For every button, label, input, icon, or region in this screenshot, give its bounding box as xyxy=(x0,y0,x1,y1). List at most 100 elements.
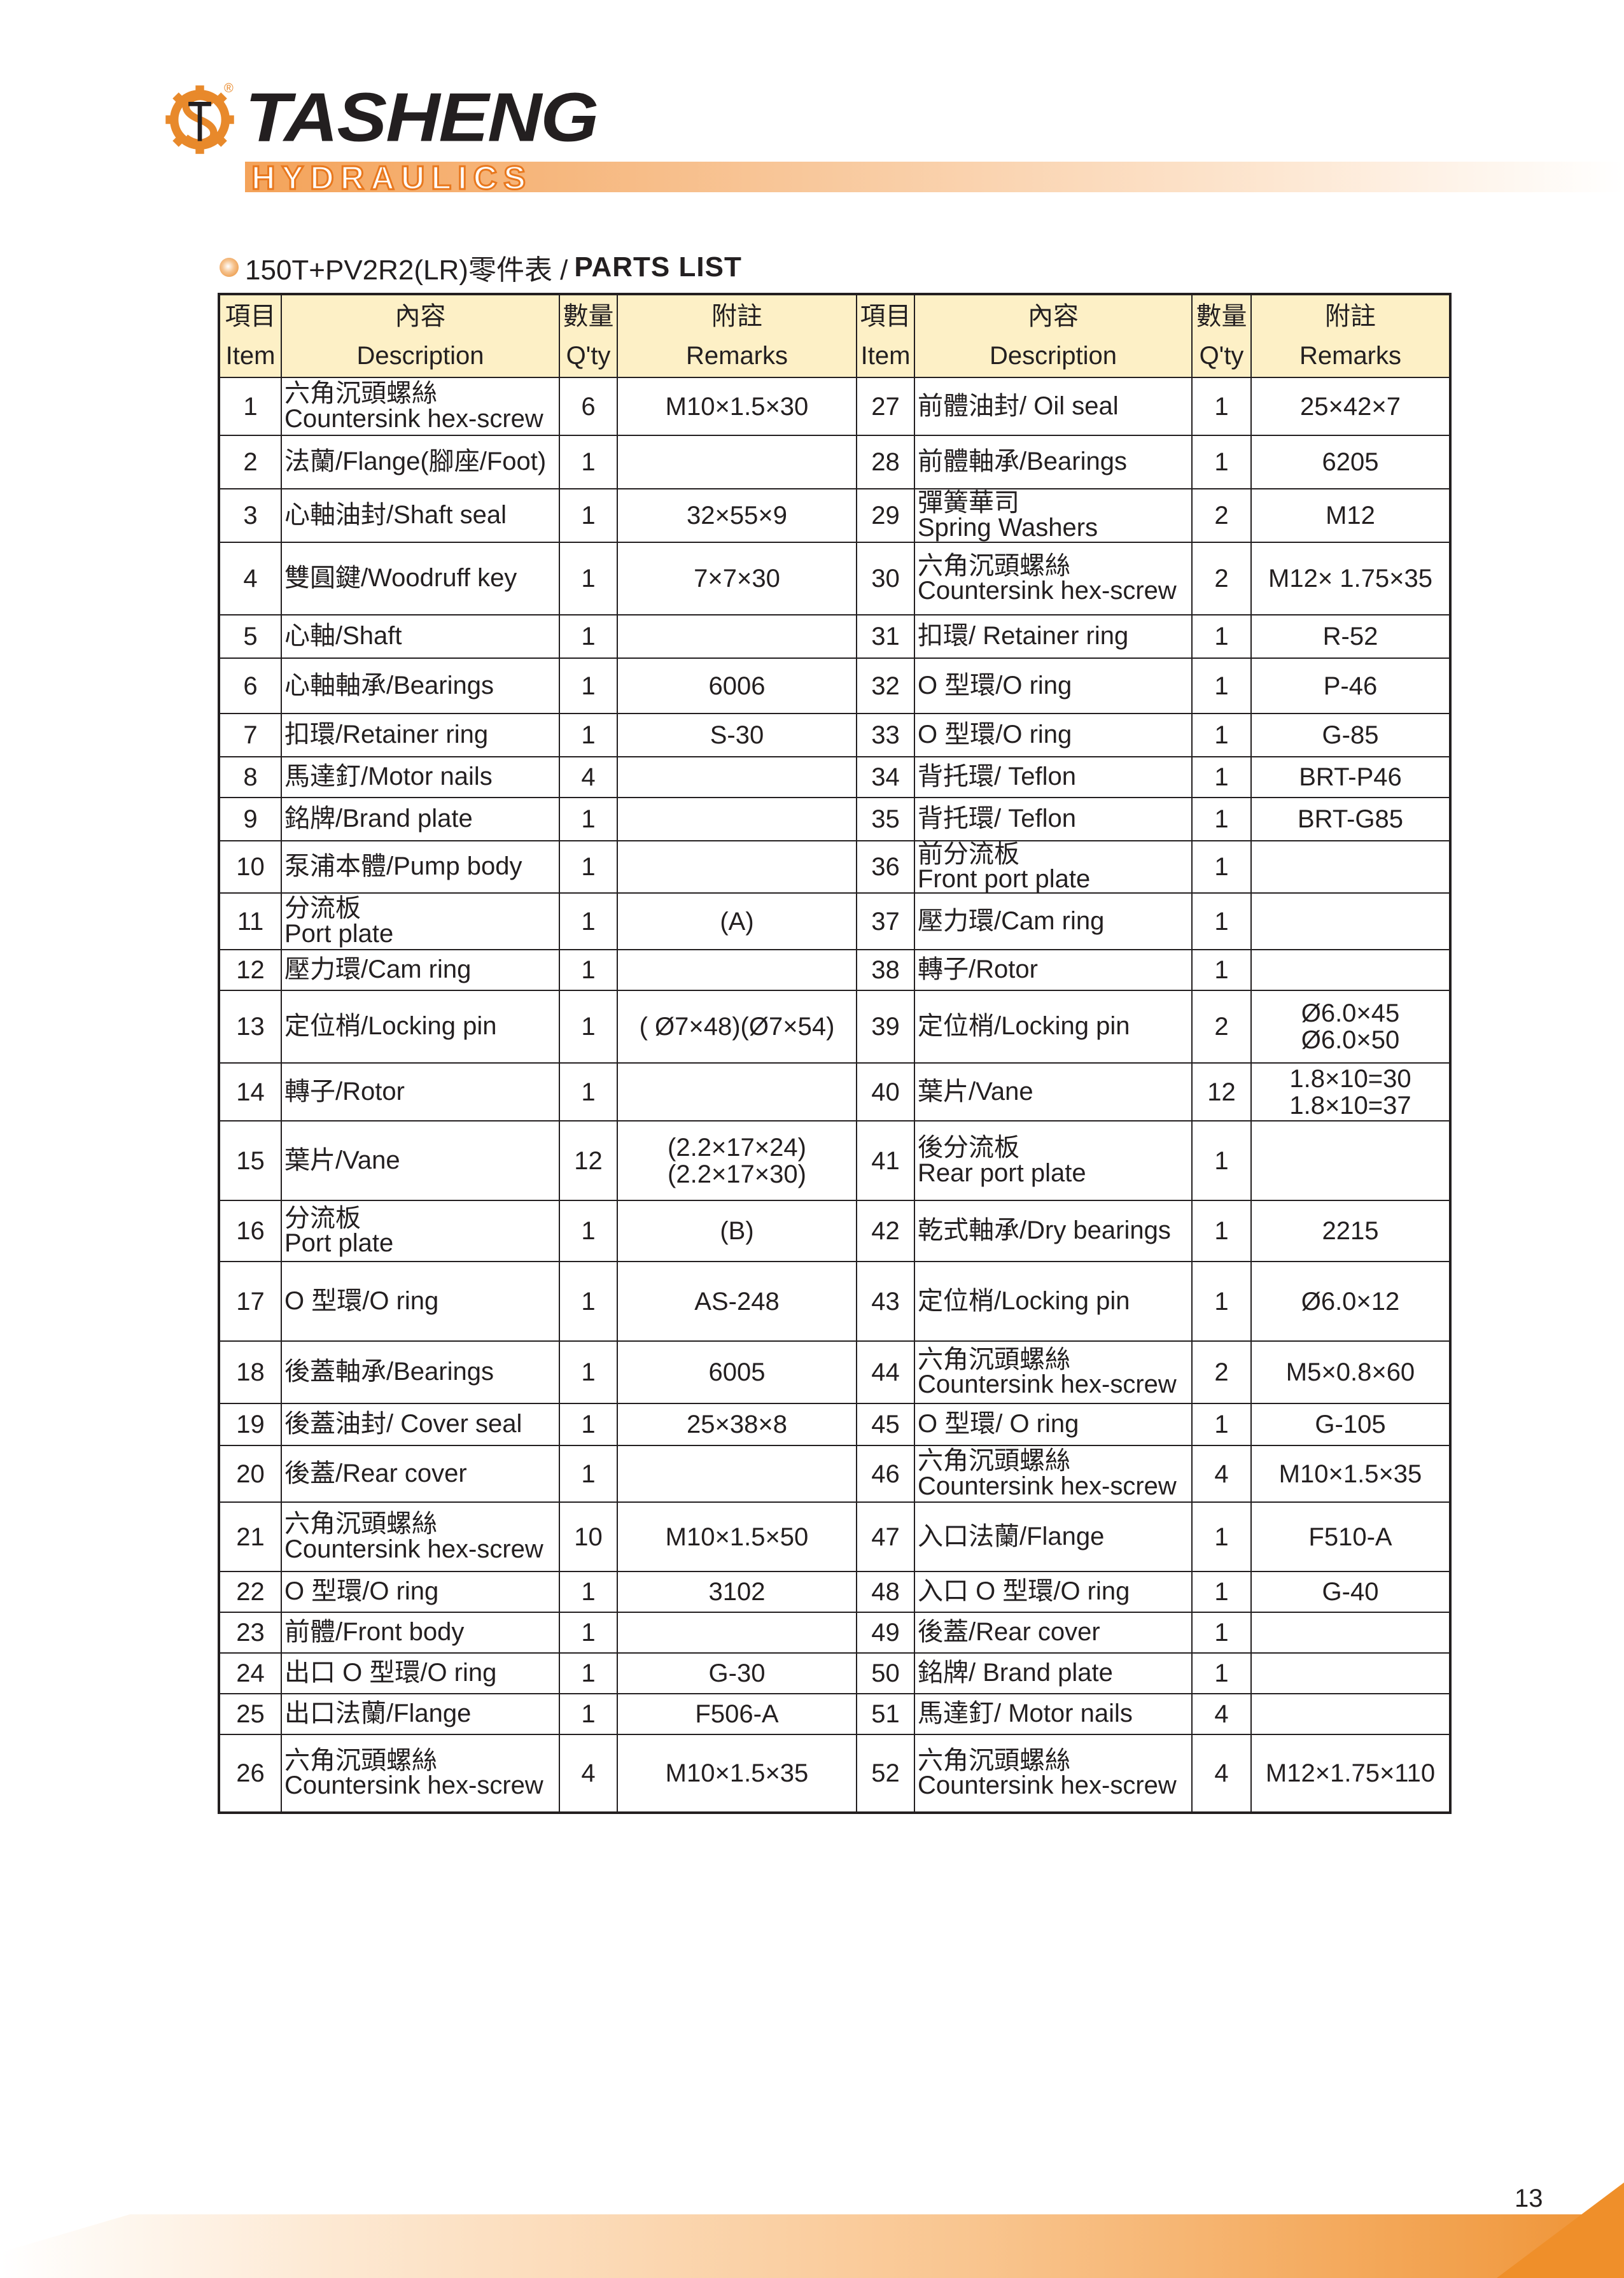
table-row: 16 分流板 Port plate 1 (B) 42 乾式軸承/Dry bearings 1… xyxy=(218,1200,1451,1262)
description: O 型環/ O ring xyxy=(914,1403,1193,1446)
page-title: 150T+PV2R2(LR)零件表 / PARTS LIST xyxy=(220,247,742,288)
header-zh: 內容 xyxy=(1028,302,1079,330)
table-row: 13 定位梢/Locking pin 1( Ø7×48)(Ø7×54) 39 定位梢/L… xyxy=(218,990,1451,1064)
header-zh: 附註 xyxy=(1325,302,1376,330)
quantity: 1 xyxy=(559,488,618,543)
table-row: 22 O 型環/O ring 1 3102 48 入口 O 型環/O ring 1 G-40 xyxy=(218,1571,1451,1613)
description: 六角沉頭螺絲 Countersink hex-screw xyxy=(914,1445,1193,1503)
item-number: 15 xyxy=(218,1120,282,1201)
header-en: Description xyxy=(356,342,484,370)
quantity: 1 xyxy=(1191,1652,1252,1694)
quantity: 2 xyxy=(1191,990,1252,1064)
table-row: 24 出口 O 型環/O ring 1 G-30 50 銘牌/ Brand plate 1 xyxy=(218,1652,1451,1694)
remarks: M5×0.8×60 xyxy=(1250,1340,1451,1404)
table-row: 8 馬達釘/Motor nails 4 34 背托環/ Teflon 1 BRT-P46 xyxy=(218,756,1451,798)
item-number: 23 xyxy=(218,1612,282,1654)
item-number: 17 xyxy=(218,1261,282,1342)
remarks: Ø6.0×45 Ø6.0×50 xyxy=(1250,990,1451,1064)
quantity: 1 xyxy=(559,1403,618,1446)
table-row: 20 後蓋/Rear cover 1 46 六角沉頭螺絲 Countersink hex… xyxy=(218,1445,1451,1503)
column-header: 附註 Remarks xyxy=(1250,293,1451,378)
header-zh: 項目 xyxy=(860,302,911,330)
quantity: 1 xyxy=(559,1612,618,1654)
description: 後分流板 Rear port plate xyxy=(914,1120,1193,1201)
item-number: 24 xyxy=(218,1652,282,1694)
item-number: 1 xyxy=(218,377,282,436)
remarks: M10×1.5×50 xyxy=(617,1501,857,1572)
registered-mark: ® xyxy=(224,81,234,95)
description: 六角沉頭螺絲 Countersink hex-screw xyxy=(914,542,1193,615)
item-number: 16 xyxy=(218,1200,282,1262)
quantity: 1 xyxy=(559,840,618,894)
table-header-row: 項目 Item 內容 Description 數量 Q'ty 附註 Remarks 項目 Item… xyxy=(218,293,1451,378)
item-number: 29 xyxy=(856,488,915,543)
table-row: 23 前體/Front body 1 49 後蓋/Rear cover 1 xyxy=(218,1612,1451,1654)
item-number: 31 xyxy=(856,614,915,659)
quantity: 2 xyxy=(1191,488,1252,543)
remarks: (B) xyxy=(617,1200,857,1262)
description: 前分流板 Front port plate xyxy=(914,840,1193,894)
table-row: 4 雙圓鍵/Woodruff key 1 7×7×30 30 六角沉頭螺絲 Counter… xyxy=(218,542,1451,615)
table-row: 6 心軸軸承/Bearings 1 6006 32 O 型環/O ring 1 P-46 xyxy=(218,657,1451,714)
item-number: 21 xyxy=(218,1501,282,1572)
quantity: 2 xyxy=(1191,1340,1252,1404)
quantity: 6 xyxy=(559,377,618,436)
item-number: 7 xyxy=(218,713,282,757)
quantity: 1 xyxy=(559,1693,618,1735)
item-number: 4 xyxy=(218,542,282,615)
table-row: 10 泵浦本體/Pump body 1 36 前分流板 Front port plate… xyxy=(218,840,1451,894)
remarks: M12 xyxy=(1250,488,1451,543)
item-number: 35 xyxy=(856,797,915,841)
remarks: AS-248 xyxy=(617,1261,857,1342)
footer-band xyxy=(0,2214,1624,2278)
remarks: 25×42×7 xyxy=(1250,377,1451,436)
quantity: 12 xyxy=(1191,1062,1252,1121)
remarks: 2215 xyxy=(1250,1200,1451,1262)
description: 六角沉頭螺絲 Countersink hex-screw xyxy=(281,1734,560,1813)
item-number: 33 xyxy=(856,713,915,757)
quantity: 1 xyxy=(1191,1120,1252,1201)
description: 心軸油封/Shaft seal xyxy=(281,488,560,543)
description: 背托環/ Teflon xyxy=(914,756,1193,798)
quantity: 1 xyxy=(1191,1403,1252,1446)
item-number: 45 xyxy=(856,1403,915,1446)
description: 後蓋油封/ Cover seal xyxy=(281,1403,560,1446)
quantity: 2 xyxy=(1191,542,1252,615)
header-zh: 數量 xyxy=(563,302,614,330)
quantity: 1 xyxy=(1191,713,1252,757)
item-number: 44 xyxy=(856,1340,915,1404)
description: 定位梢/Locking pin xyxy=(281,990,560,1064)
remarks: M10×1.5×35 xyxy=(617,1734,857,1813)
header-zh: 附註 xyxy=(711,302,762,330)
item-number: 27 xyxy=(856,377,915,436)
remarks: 25×38×8 xyxy=(617,1403,857,1446)
quantity: 1 xyxy=(559,990,618,1064)
table-row: 15 葉片/Vane 12 (2.2×17×24) (2.2×17×30) 41 後分流板… xyxy=(218,1120,1451,1201)
description: O 型環/O ring xyxy=(914,657,1193,714)
description: 扣環/ Retainer ring xyxy=(914,614,1193,659)
quantity: 1 xyxy=(1191,435,1252,489)
description: O 型環/O ring xyxy=(914,713,1193,757)
item-number: 8 xyxy=(218,756,282,798)
header-en: Description xyxy=(989,342,1117,370)
item-number: 51 xyxy=(856,1693,915,1735)
description: 乾式軸承/Dry bearings xyxy=(914,1200,1193,1262)
quantity: 1 xyxy=(559,1261,618,1342)
description: 壓力環/Cam ring xyxy=(914,892,1193,950)
remarks: M12× 1.75×35 xyxy=(1250,542,1451,615)
table-row: 21 六角沉頭螺絲 Countersink hex-screw 10 M10×1.5×… xyxy=(218,1501,1451,1572)
remarks xyxy=(617,1445,857,1503)
quantity: 1 xyxy=(559,435,618,489)
description: O 型環/O ring xyxy=(281,1571,560,1613)
remarks: M10×1.5×30 xyxy=(617,377,857,436)
remarks: 6005 xyxy=(617,1340,857,1404)
header-en: Q'ty xyxy=(1199,342,1244,370)
quantity: 1 xyxy=(1191,756,1252,798)
description: 前體軸承/Bearings xyxy=(914,435,1193,489)
remarks: G-30 xyxy=(617,1652,857,1694)
item-number: 12 xyxy=(218,949,282,991)
description: 雙圓鍵/Woodruff key xyxy=(281,542,560,615)
header-en: Item xyxy=(860,342,911,370)
description: 馬達釘/ Motor nails xyxy=(914,1693,1193,1735)
header-en: Remarks xyxy=(1299,342,1402,370)
